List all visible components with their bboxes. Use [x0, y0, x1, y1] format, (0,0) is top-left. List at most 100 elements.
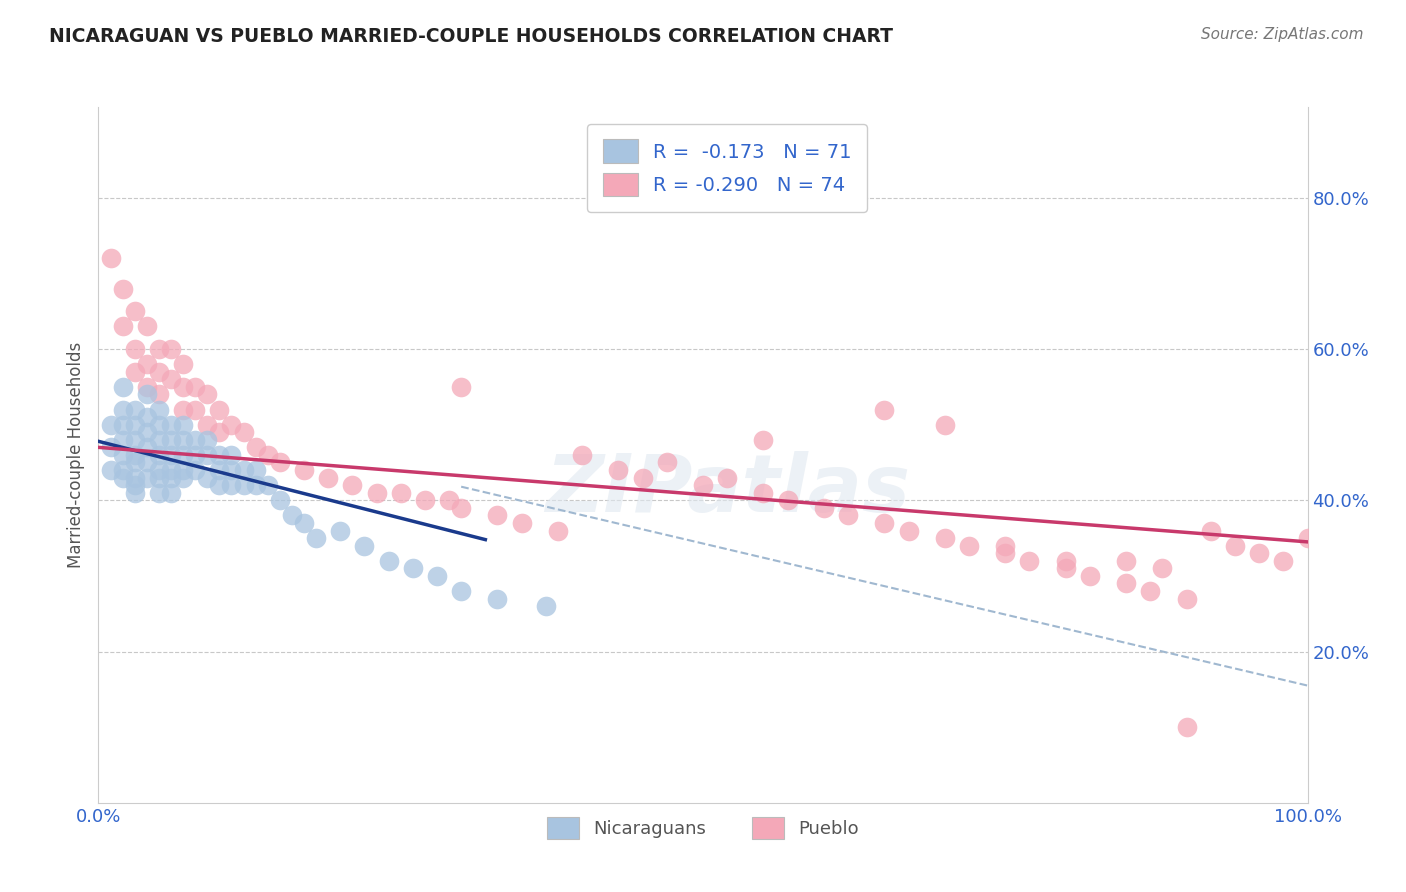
Point	[195, 470, 218, 484]
Point	[148, 365, 170, 379]
Point	[172, 470, 194, 484]
Y-axis label: Married-couple Households: Married-couple Households	[66, 342, 84, 568]
Point	[1199, 524, 1222, 538]
Point	[111, 417, 134, 432]
Point	[1296, 531, 1319, 545]
Point	[402, 561, 425, 575]
Point	[184, 380, 207, 394]
Point	[124, 433, 146, 447]
Point	[342, 478, 364, 492]
Point	[135, 357, 157, 371]
Point	[1018, 554, 1040, 568]
Point	[184, 448, 207, 462]
Legend: Nicaraguans, Pueblo: Nicaraguans, Pueblo	[540, 809, 866, 846]
Point	[716, 470, 738, 484]
Point	[148, 387, 170, 401]
Point	[221, 478, 243, 492]
Point	[100, 252, 122, 266]
Point	[184, 433, 207, 447]
Point	[208, 448, 231, 462]
Point	[957, 539, 980, 553]
Point	[195, 387, 218, 401]
Point	[450, 500, 472, 515]
Point	[752, 433, 775, 447]
Point	[256, 448, 278, 462]
Point	[111, 281, 134, 295]
Point	[172, 380, 194, 394]
Point	[752, 485, 775, 500]
Point	[160, 372, 183, 386]
Point	[208, 478, 231, 492]
Point	[195, 448, 218, 462]
Point	[148, 470, 170, 484]
Point	[195, 433, 218, 447]
Point	[111, 448, 134, 462]
Point	[934, 531, 956, 545]
Point	[124, 365, 146, 379]
Point	[148, 433, 170, 447]
Point	[377, 554, 399, 568]
Point	[124, 448, 146, 462]
Point	[135, 319, 157, 334]
Point	[124, 485, 146, 500]
Point	[232, 425, 254, 440]
Text: Source: ZipAtlas.com: Source: ZipAtlas.com	[1201, 27, 1364, 42]
Point	[160, 342, 183, 356]
Point	[692, 478, 714, 492]
Point	[111, 380, 134, 394]
Point	[413, 493, 436, 508]
Point	[450, 584, 472, 599]
Point	[437, 493, 460, 508]
Point	[1249, 546, 1271, 560]
Point	[111, 402, 134, 417]
Text: ZIPatlas: ZIPatlas	[544, 450, 910, 529]
Point	[1139, 584, 1161, 599]
Point	[873, 516, 896, 530]
Point	[148, 485, 170, 500]
Point	[813, 500, 835, 515]
Point	[221, 448, 243, 462]
Point	[160, 417, 183, 432]
Point	[111, 433, 134, 447]
Point	[329, 524, 352, 538]
Point	[292, 463, 315, 477]
Point	[135, 380, 157, 394]
Point	[389, 485, 412, 500]
Point	[100, 463, 122, 477]
Point	[111, 319, 134, 334]
Point	[221, 463, 243, 477]
Point	[245, 478, 267, 492]
Point	[897, 524, 920, 538]
Point	[111, 463, 134, 477]
Point	[124, 470, 146, 484]
Point	[269, 493, 291, 508]
Point	[160, 433, 183, 447]
Point	[305, 531, 328, 545]
Point	[221, 417, 243, 432]
Point	[135, 425, 157, 440]
Point	[934, 417, 956, 432]
Point	[631, 470, 654, 484]
Point	[994, 546, 1017, 560]
Point	[100, 441, 122, 455]
Point	[232, 478, 254, 492]
Point	[135, 410, 157, 425]
Point	[571, 448, 593, 462]
Point	[172, 433, 194, 447]
Point	[160, 470, 183, 484]
Point	[208, 402, 231, 417]
Point	[994, 539, 1017, 553]
Point	[172, 448, 194, 462]
Point	[124, 478, 146, 492]
Point	[184, 463, 207, 477]
Point	[124, 342, 146, 356]
Point	[256, 478, 278, 492]
Point	[245, 463, 267, 477]
Point	[486, 508, 509, 523]
Point	[1115, 554, 1137, 568]
Point	[124, 304, 146, 318]
Point	[160, 485, 183, 500]
Point	[245, 441, 267, 455]
Point	[1223, 539, 1246, 553]
Point	[135, 455, 157, 469]
